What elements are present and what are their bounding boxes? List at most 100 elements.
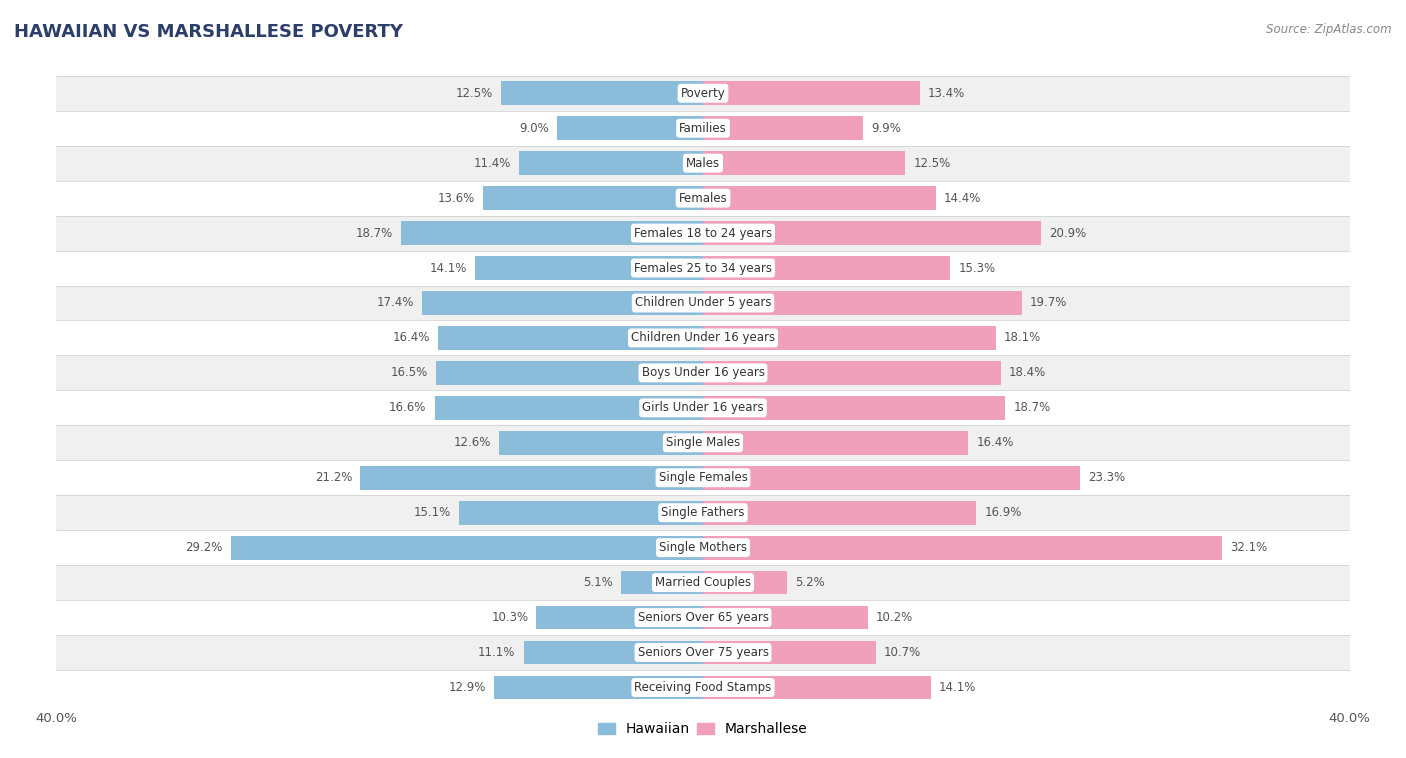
Bar [703, 675, 931, 700]
Text: Girls Under 16 years: Girls Under 16 years [643, 401, 763, 415]
Bar [703, 361, 1001, 385]
Bar [703, 501, 976, 525]
Text: 9.0%: 9.0% [520, 122, 550, 135]
Bar [703, 291, 1022, 315]
Text: Source: ZipAtlas.com: Source: ZipAtlas.com [1267, 23, 1392, 36]
Bar [56, 215, 1350, 251]
Text: Single Mothers: Single Mothers [659, 541, 747, 554]
Text: Seniors Over 65 years: Seniors Over 65 years [637, 611, 769, 624]
Bar [401, 221, 703, 245]
Bar [56, 76, 1350, 111]
Text: 16.9%: 16.9% [984, 506, 1022, 519]
Text: 14.1%: 14.1% [430, 262, 467, 274]
Text: 11.4%: 11.4% [474, 157, 510, 170]
Bar [56, 251, 1350, 286]
Text: 9.9%: 9.9% [872, 122, 901, 135]
Bar [537, 606, 703, 629]
Bar [56, 111, 1350, 146]
Text: Males: Males [686, 157, 720, 170]
Bar [437, 326, 703, 350]
Bar [499, 431, 703, 455]
Bar [703, 326, 995, 350]
Bar [56, 600, 1350, 635]
Text: Single Females: Single Females [658, 471, 748, 484]
Text: 20.9%: 20.9% [1049, 227, 1087, 240]
Bar [703, 81, 920, 105]
Bar [422, 291, 703, 315]
Bar [703, 606, 868, 629]
Text: 5.1%: 5.1% [582, 576, 613, 589]
Bar [620, 571, 703, 594]
Text: Seniors Over 75 years: Seniors Over 75 years [637, 646, 769, 659]
Text: 12.9%: 12.9% [449, 681, 486, 694]
Bar [56, 670, 1350, 705]
Text: 18.7%: 18.7% [1014, 401, 1050, 415]
Text: 16.5%: 16.5% [391, 366, 429, 380]
Bar [360, 466, 703, 490]
Bar [703, 536, 1222, 559]
Bar [434, 396, 703, 420]
Text: 21.2%: 21.2% [315, 471, 352, 484]
Bar [56, 356, 1350, 390]
Bar [56, 530, 1350, 565]
Text: 18.4%: 18.4% [1008, 366, 1046, 380]
Bar [703, 431, 969, 455]
Text: Children Under 16 years: Children Under 16 years [631, 331, 775, 344]
Bar [56, 565, 1350, 600]
Bar [56, 635, 1350, 670]
Legend: Hawaiian, Marshallese: Hawaiian, Marshallese [593, 717, 813, 742]
Text: 10.3%: 10.3% [491, 611, 529, 624]
Text: 5.2%: 5.2% [796, 576, 825, 589]
Bar [501, 81, 703, 105]
Bar [56, 146, 1350, 180]
Bar [56, 321, 1350, 356]
Text: 13.6%: 13.6% [437, 192, 475, 205]
Text: 15.3%: 15.3% [959, 262, 995, 274]
Text: 15.1%: 15.1% [413, 506, 451, 519]
Text: 12.6%: 12.6% [454, 437, 491, 449]
Bar [703, 641, 876, 665]
Text: Children Under 5 years: Children Under 5 years [634, 296, 772, 309]
Text: 16.4%: 16.4% [392, 331, 430, 344]
Text: Married Couples: Married Couples [655, 576, 751, 589]
Bar [56, 425, 1350, 460]
Bar [703, 152, 905, 175]
Text: 14.1%: 14.1% [939, 681, 976, 694]
Bar [56, 180, 1350, 215]
Text: 29.2%: 29.2% [186, 541, 222, 554]
Text: HAWAIIAN VS MARSHALLESE POVERTY: HAWAIIAN VS MARSHALLESE POVERTY [14, 23, 404, 41]
Text: 16.6%: 16.6% [389, 401, 426, 415]
Bar [56, 390, 1350, 425]
Text: 13.4%: 13.4% [928, 86, 965, 100]
Text: 18.7%: 18.7% [356, 227, 392, 240]
Bar [458, 501, 703, 525]
Bar [703, 571, 787, 594]
Text: Females 25 to 34 years: Females 25 to 34 years [634, 262, 772, 274]
Bar [558, 116, 703, 140]
Bar [231, 536, 703, 559]
Text: Females: Females [679, 192, 727, 205]
Text: 12.5%: 12.5% [914, 157, 950, 170]
Text: Receiving Food Stamps: Receiving Food Stamps [634, 681, 772, 694]
Text: 23.3%: 23.3% [1088, 471, 1125, 484]
Bar [56, 495, 1350, 530]
Bar [703, 186, 936, 210]
Bar [495, 675, 703, 700]
Text: 32.1%: 32.1% [1230, 541, 1267, 554]
Text: Poverty: Poverty [681, 86, 725, 100]
Bar [56, 460, 1350, 495]
Bar [436, 361, 703, 385]
Text: 17.4%: 17.4% [377, 296, 413, 309]
Text: 10.2%: 10.2% [876, 611, 914, 624]
Text: Single Males: Single Males [666, 437, 740, 449]
Bar [703, 116, 863, 140]
Text: 12.5%: 12.5% [456, 86, 494, 100]
Bar [523, 641, 703, 665]
Text: Females 18 to 24 years: Females 18 to 24 years [634, 227, 772, 240]
Bar [703, 256, 950, 280]
Text: Families: Families [679, 122, 727, 135]
Text: 11.1%: 11.1% [478, 646, 516, 659]
Bar [475, 256, 703, 280]
Bar [703, 466, 1080, 490]
Bar [519, 152, 703, 175]
